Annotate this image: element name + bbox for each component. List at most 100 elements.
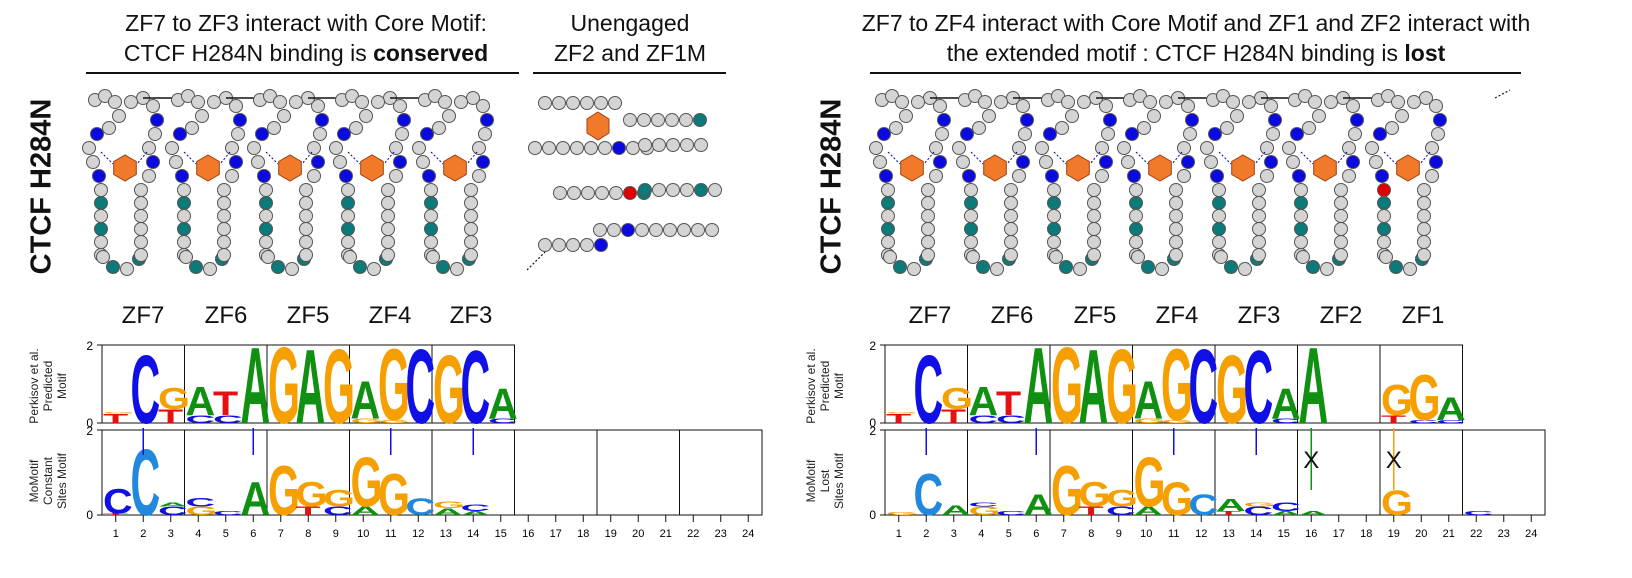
bead: [1087, 209, 1101, 223]
left-zf-label: ZF3: [449, 302, 493, 329]
bead: [148, 127, 162, 141]
right-zf-label: ZF4: [1155, 302, 1199, 329]
bead: [464, 235, 478, 249]
bead: [146, 99, 160, 113]
bead: [964, 183, 978, 197]
logo-letter: C: [969, 414, 999, 426]
x-tick-label: 4: [195, 528, 201, 540]
zinc-hexagon: [278, 154, 302, 182]
bead: [424, 209, 438, 223]
bead: [1129, 196, 1143, 210]
x-tick-label: 10: [1140, 528, 1152, 540]
right-title: ZF7 to ZF4 interact with Core Motif and …: [808, 8, 1584, 68]
bead: [478, 127, 492, 141]
bead: [438, 95, 452, 109]
logo-letter: G: [1216, 334, 1248, 443]
logo-letter: T: [296, 505, 322, 518]
bead: [1012, 169, 1026, 183]
bead: [1016, 155, 1030, 169]
bead: [907, 262, 921, 276]
bead: [1049, 250, 1063, 264]
bead: [1286, 155, 1300, 169]
bead: [1047, 222, 1061, 236]
bead: [1129, 222, 1143, 236]
coordination-bond: [466, 151, 478, 165]
bead: [873, 155, 887, 169]
bead: [881, 222, 895, 236]
bead: [694, 138, 708, 152]
coordination-bond: [1419, 151, 1431, 165]
bead: [1087, 222, 1101, 236]
x-tick-label: 20: [632, 528, 644, 540]
bead: [580, 96, 594, 110]
bead: [1334, 248, 1348, 262]
bead: [708, 183, 722, 197]
logo-letter: T: [213, 385, 238, 423]
right-zf-label: ZF2: [1319, 302, 1363, 329]
left-title-unengaged-line2: ZF2 and ZF1M: [553, 40, 707, 66]
bead: [389, 141, 403, 155]
bead: [960, 127, 974, 141]
bead: [594, 238, 608, 252]
bead: [893, 260, 907, 274]
bead: [1348, 127, 1362, 141]
bead: [881, 235, 895, 249]
bead: [966, 250, 980, 264]
x-tick-label: 13: [1223, 528, 1235, 540]
bead: [1296, 250, 1310, 264]
bead: [680, 138, 694, 152]
logo-letter: G: [1161, 473, 1193, 525]
bead: [1147, 109, 1161, 123]
bead: [1252, 196, 1266, 210]
bead: [1238, 262, 1252, 276]
bead: [1047, 235, 1061, 249]
logo-letter: A: [1216, 495, 1246, 515]
bead: [108, 95, 122, 109]
bead: [381, 209, 395, 223]
bead: [393, 155, 407, 169]
bead: [416, 155, 430, 169]
bead: [299, 248, 313, 262]
logo-letter: G: [378, 329, 410, 442]
right-title-line1: ZF7 to ZF4 interact with Core Motif and …: [861, 10, 1531, 36]
logo-letter: C: [406, 495, 436, 521]
bead: [538, 96, 552, 110]
bead: [567, 186, 581, 200]
bead: [1129, 235, 1143, 249]
left-zf-label: ZF6: [204, 302, 248, 329]
bead: [381, 248, 395, 262]
logo-letter: T: [1216, 510, 1241, 517]
bead: [134, 183, 148, 197]
coordination-bond: [1006, 151, 1018, 165]
bead: [277, 109, 291, 123]
bead: [1425, 169, 1439, 183]
bead: [1212, 209, 1226, 223]
bead: [1403, 262, 1417, 276]
bead: [169, 155, 183, 169]
right-zf-label: ZF1: [1401, 302, 1445, 329]
x-tick-label: 23: [1498, 528, 1510, 540]
x-tick-label: 18: [1360, 528, 1372, 540]
zinc-hexagon: [1396, 154, 1420, 182]
x-tick-label: 24: [1525, 528, 1537, 540]
zinc-finger: [1117, 89, 1199, 276]
bead: [381, 196, 395, 210]
left-title-underline: [86, 72, 519, 74]
bead: [1226, 95, 1240, 109]
right-zf-label: ZF3: [1237, 302, 1281, 329]
bead: [343, 250, 357, 264]
bead: [94, 222, 108, 236]
logo-letter: C: [1244, 328, 1274, 445]
bead: [623, 113, 637, 127]
bead: [694, 183, 708, 197]
bead: [1047, 183, 1061, 197]
x-tick-label: 13: [440, 528, 452, 540]
bead: [1369, 155, 1383, 169]
bead: [299, 222, 313, 236]
bead: [1294, 196, 1308, 210]
logo-letter: A: [296, 328, 326, 447]
zinc-hexagon: [983, 154, 1007, 182]
bead: [329, 141, 343, 155]
zinc-finger: [82, 89, 164, 276]
bead: [424, 222, 438, 236]
